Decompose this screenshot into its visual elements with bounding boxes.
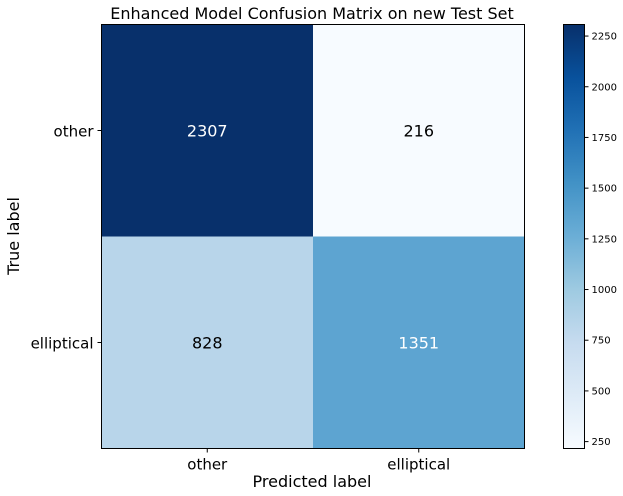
cell-value-label: 216	[403, 122, 434, 141]
colorbar-tick-label: 2000	[592, 82, 617, 93]
colorbar-tick-label: 2250	[592, 32, 617, 43]
cell-value-label: 1351	[398, 334, 439, 353]
colorbar-ticks: 250 500 750 1000 1250 1500 1750 2000 2250	[584, 32, 617, 448]
y-axis-label: True label	[4, 197, 23, 276]
colorbar-tick-label: 750	[592, 336, 611, 347]
y-tick-label: other	[54, 123, 95, 141]
heatmap-cell	[313, 24, 525, 237]
colorbar	[563, 24, 585, 449]
heatmap-cell-labels: 2307 216 828 1351	[187, 122, 439, 353]
heatmap-cell	[313, 236, 525, 449]
x-axis-label: Predicted label	[253, 472, 372, 491]
colorbar-tick-label: 250	[592, 437, 611, 448]
colorbar-tick-label: 1250	[592, 234, 617, 245]
y-tick-label: elliptical	[31, 335, 94, 353]
y-axis-ticks: other elliptical	[31, 123, 102, 353]
colorbar-tick-label: 1750	[592, 133, 617, 144]
heatmap-cell	[101, 24, 313, 237]
colorbar-tick-label: 1500	[592, 184, 617, 195]
x-tick-label: elliptical	[387, 456, 450, 474]
heatmap-cell	[101, 236, 313, 449]
cell-value-label: 2307	[187, 122, 228, 141]
chart-title: Enhanced Model Confusion Matrix on new T…	[110, 4, 514, 23]
colorbar-tick-label: 1000	[592, 285, 617, 296]
x-tick-label: other	[187, 456, 228, 474]
heatmap-cells	[101, 24, 525, 449]
x-axis-ticks: other elliptical	[187, 448, 450, 474]
cell-value-label: 828	[192, 334, 223, 353]
plot-frame	[101, 24, 525, 449]
colorbar-tick-label: 500	[592, 386, 611, 397]
